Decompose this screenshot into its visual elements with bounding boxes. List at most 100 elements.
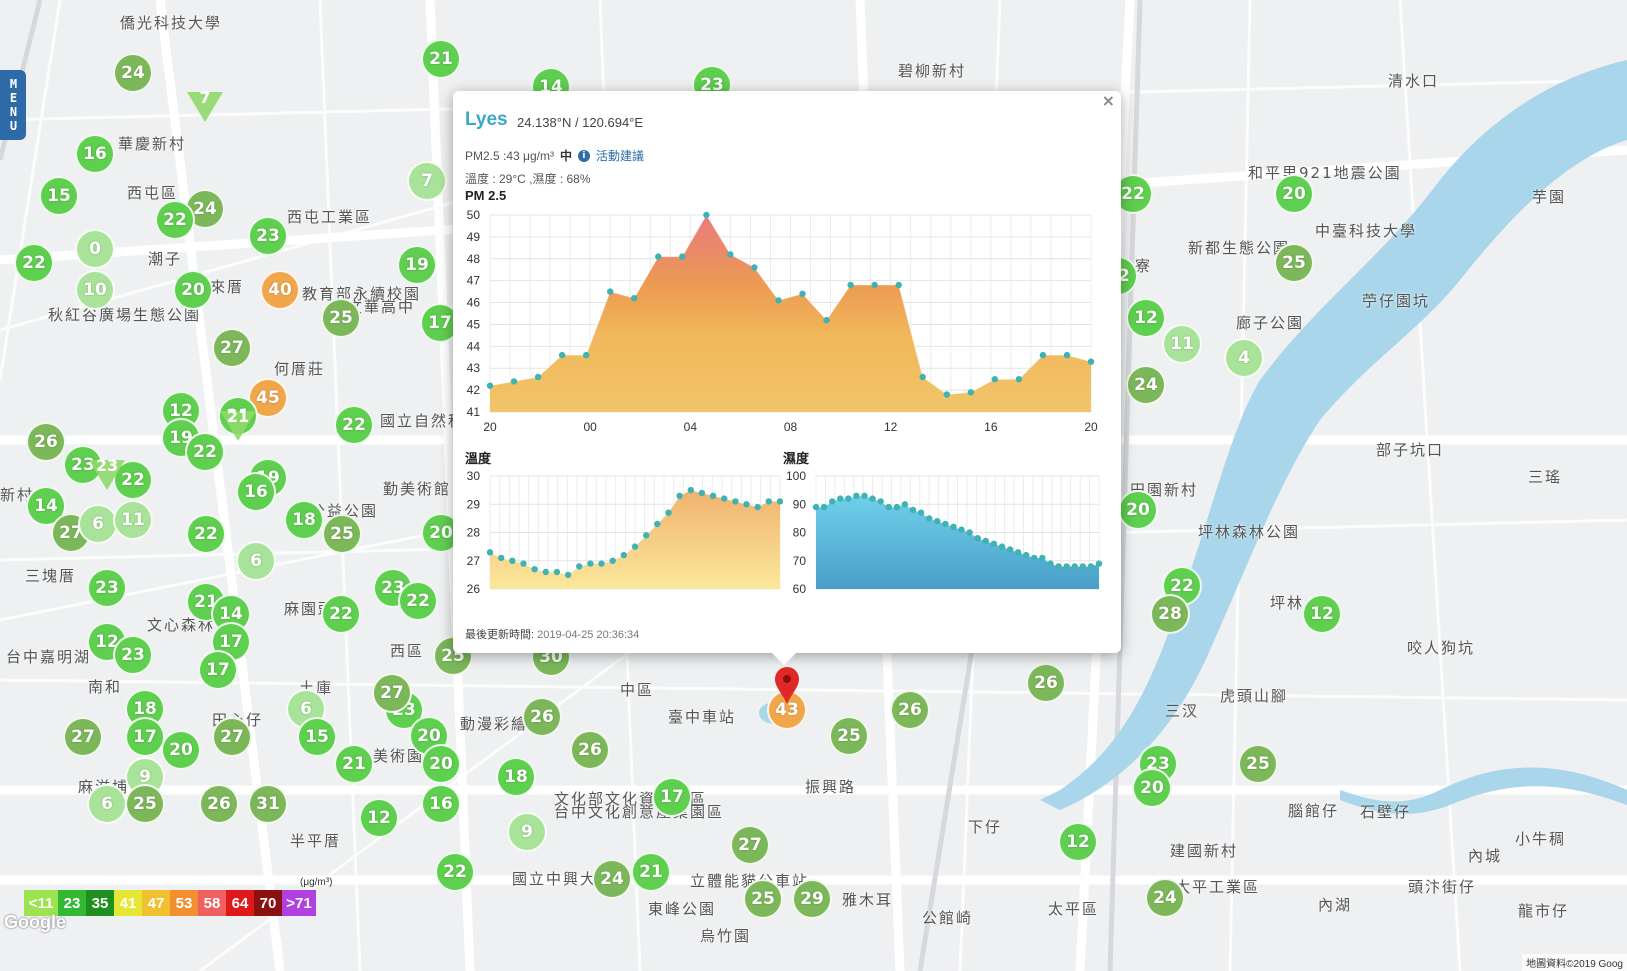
- aqi-marker[interactable]: 9: [507, 812, 547, 852]
- map-label: 和平里921地震公園: [1248, 164, 1402, 182]
- aqi-marker[interactable]: 26: [890, 690, 930, 730]
- aqi-marker[interactable]: 12: [1302, 594, 1342, 634]
- aqi-marker[interactable]: 22: [186, 514, 226, 554]
- aqi-marker[interactable]: 26: [522, 697, 562, 737]
- aqi-marker[interactable]: 28: [1150, 594, 1190, 634]
- menu-button[interactable]: MENU: [0, 70, 26, 140]
- aqi-marker[interactable]: 4: [1224, 338, 1264, 378]
- station-name[interactable]: Lyes: [465, 109, 508, 130]
- aqi-marker[interactable]: 23: [248, 216, 288, 256]
- aqi-marker[interactable]: 26: [1026, 663, 1066, 703]
- aqi-marker[interactable]: 21: [631, 852, 671, 892]
- aqi-marker[interactable]: 18: [284, 500, 324, 540]
- aqi-marker[interactable]: 22: [334, 405, 374, 445]
- aqi-marker[interactable]: 24: [1145, 878, 1185, 918]
- triangle-marker-icon[interactable]: [89, 460, 125, 490]
- aqi-marker[interactable]: 18: [496, 757, 536, 797]
- aqi-marker[interactable]: 10: [75, 270, 115, 310]
- data-point: [950, 523, 957, 530]
- google-logo[interactable]: Google: [4, 912, 66, 932]
- aqi-marker[interactable]: 40: [260, 270, 300, 310]
- map-label: 公館崎: [922, 909, 974, 927]
- location-pin-icon[interactable]: [775, 667, 799, 705]
- aqi-marker[interactable]: 26: [26, 422, 66, 462]
- aqi-marker[interactable]: 17: [198, 650, 238, 690]
- triangle-marker-icon[interactable]: [187, 92, 223, 122]
- aqi-marker[interactable]: 24: [592, 859, 632, 899]
- aqi-marker[interactable]: 15: [39, 176, 79, 216]
- aqi-marker[interactable]: 25: [321, 298, 361, 338]
- aqi-marker[interactable]: 12: [359, 798, 399, 838]
- aqi-marker[interactable]: 26: [570, 730, 610, 770]
- aqi-marker[interactable]: 6: [78, 504, 118, 544]
- aqi-marker[interactable]: 29: [792, 879, 832, 919]
- data-point: [721, 495, 728, 502]
- map-label: 坪林森林公園: [1198, 523, 1301, 541]
- aqi-marker[interactable]: 19: [397, 245, 437, 285]
- aqi-marker[interactable]: 16: [75, 134, 115, 174]
- triangle-marker-icon[interactable]: [220, 411, 256, 441]
- aqi-marker[interactable]: 25: [322, 514, 362, 554]
- aqi-marker[interactable]: 20: [1118, 490, 1158, 530]
- aqi-marker[interactable]: 25: [125, 784, 165, 824]
- aqi-marker[interactable]: 20: [1274, 174, 1314, 214]
- aqi-marker[interactable]: 16: [421, 784, 461, 824]
- aqi-marker[interactable]: 25: [1238, 744, 1278, 784]
- activity-advice-link[interactable]: 活動建議: [595, 149, 644, 163]
- menu-label: MENU: [6, 77, 21, 133]
- aqi-marker[interactable]: 25: [1274, 243, 1314, 283]
- legend-item: 41: [114, 890, 142, 916]
- aqi-marker[interactable]: 22: [398, 581, 438, 621]
- data-point: [743, 501, 750, 508]
- aqi-marker[interactable]: 22: [321, 594, 361, 634]
- aqi-marker[interactable]: 12: [1126, 298, 1166, 338]
- info-icon[interactable]: i: [577, 149, 590, 162]
- aqi-marker[interactable]: 22: [435, 852, 475, 892]
- aqi-marker[interactable]: 16: [236, 472, 276, 512]
- aqi-marker[interactable]: 27: [63, 717, 103, 757]
- data-point: [1006, 546, 1014, 553]
- aqi-marker[interactable]: 11: [113, 500, 153, 540]
- data-point: [754, 503, 761, 511]
- aqi-marker[interactable]: 27: [212, 328, 252, 368]
- aqi-marker[interactable]: 31: [248, 784, 288, 824]
- aqi-marker[interactable]: 22: [14, 243, 54, 283]
- y-tick-label: 42: [467, 383, 481, 397]
- data-point: [643, 532, 650, 539]
- aqi-marker[interactable]: 17: [652, 777, 692, 817]
- data-point: [895, 281, 902, 289]
- aqi-marker[interactable]: 22: [185, 432, 225, 472]
- aqi-marker[interactable]: 17: [125, 717, 165, 757]
- aqi-marker[interactable]: 27: [372, 673, 412, 713]
- aqi-marker[interactable]: 6: [236, 541, 276, 581]
- map-label: 下仔: [968, 818, 1003, 836]
- aqi-marker[interactable]: 27: [730, 825, 770, 865]
- aqi-marker[interactable]: 21: [421, 39, 461, 79]
- aqi-marker[interactable]: 20: [421, 744, 461, 784]
- aqi-marker[interactable]: 7: [407, 161, 447, 201]
- aqi-marker[interactable]: 27: [212, 717, 252, 757]
- aqi-marker[interactable]: 23: [87, 568, 127, 608]
- aqi-marker[interactable]: 23: [113, 635, 153, 675]
- data-point: [829, 498, 836, 505]
- aqi-marker[interactable]: 24: [1126, 365, 1166, 405]
- aqi-marker[interactable]: 22: [155, 200, 195, 240]
- aqi-marker[interactable]: 25: [743, 879, 783, 919]
- map-label: 華慶新村: [118, 135, 187, 153]
- data-point: [823, 316, 830, 324]
- aqi-marker[interactable]: 12: [1058, 822, 1098, 862]
- map-label: 僑光科技大學: [120, 14, 223, 32]
- aqi-marker[interactable]: 6: [87, 784, 127, 824]
- map-label: 清水口: [1388, 72, 1440, 90]
- aqi-marker[interactable]: 0: [75, 229, 115, 269]
- aqi-marker[interactable]: 24: [113, 53, 153, 93]
- aqi-marker[interactable]: 11: [1162, 324, 1202, 364]
- aqi-marker[interactable]: 21: [334, 744, 374, 784]
- close-icon[interactable]: ×: [1101, 91, 1115, 110]
- aqi-marker[interactable]: 25: [829, 716, 869, 756]
- aqi-marker[interactable]: 26: [199, 784, 239, 824]
- aqi-marker[interactable]: 20: [1132, 768, 1172, 808]
- aqi-marker[interactable]: 20: [173, 270, 213, 310]
- aqi-marker[interactable]: 15: [297, 717, 337, 757]
- aqi-marker[interactable]: 20: [161, 730, 201, 770]
